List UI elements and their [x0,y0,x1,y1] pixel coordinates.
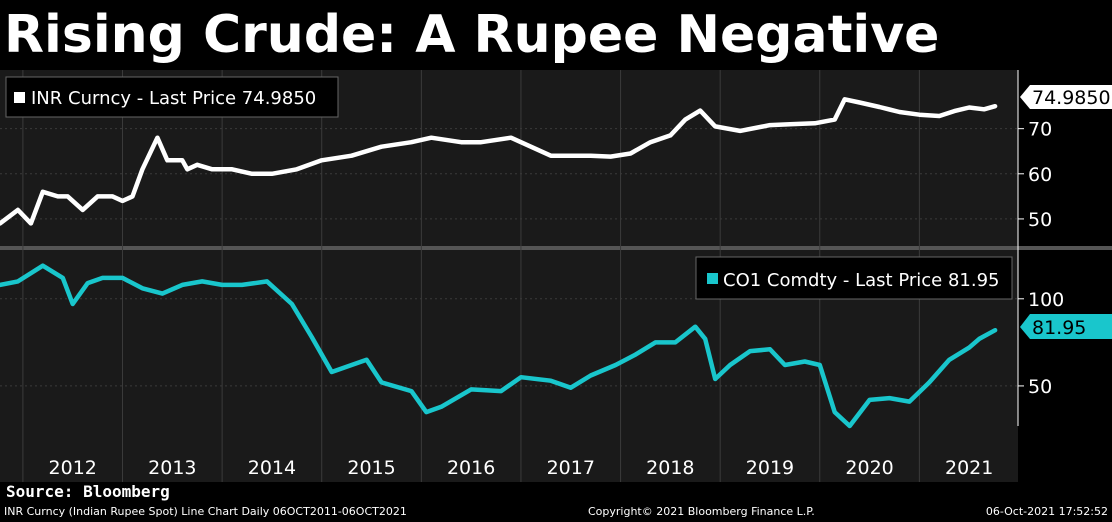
footer-timestamp: 06-Oct-2021 17:52:52 [985,505,1108,518]
legend-inr-text: INR Curncy - Last Price 74.9850 [31,88,316,109]
legend-inr: INR Curncy - Last Price 74.9850 [5,76,339,118]
y-tick-label-1-50: 50 [1028,209,1052,231]
y-tick-label-2-50: 50 [1028,376,1052,398]
brent-last-price-tag: 81.95 [1020,314,1112,339]
legend-inr-swatch [14,92,25,103]
x-axis-band [0,426,1018,482]
y-tick-label-2-100: 100 [1028,289,1064,311]
y-tick-label-1-60: 60 [1028,164,1052,186]
x-tick-label-2018: 2018 [646,457,694,479]
x-tick-label-2017: 2017 [547,457,595,479]
inr-last-price-tag: 74.9850 [1020,85,1112,109]
legend-brent: CO1 Comdty - Last Price 81.95 [695,256,1013,300]
x-tick-label-2020: 2020 [845,457,893,479]
x-tick-label-2013: 2013 [148,457,196,479]
x-tick-label-2021: 2021 [945,457,993,479]
inr-last-price-label: 74.9850 [1032,87,1111,109]
x-tick-label-2012: 2012 [49,457,97,479]
brent-last-price-label: 81.95 [1032,317,1086,339]
x-tick-label-2019: 2019 [746,457,794,479]
footer-copyright: Copyright© 2021 Bloomberg Finance L.P. [588,505,815,518]
y-tick-label-1-70: 70 [1028,119,1052,141]
series-lines [0,97,998,429]
series-line-brent [0,263,998,429]
series-line-inr [0,97,998,226]
legend-brent-text: CO1 Comdty - Last Price 81.95 [723,270,999,291]
source-note: Source: Bloomberg [6,482,170,501]
x-tick-label-2016: 2016 [447,457,495,479]
footer-left: INR Curncy (Indian Rupee Spot) Line Char… [4,505,407,518]
axes: 2012 2013 2014 2015 2016 2017 2018 2019 2020 2021… [49,70,1064,479]
panel-separator [0,246,1112,250]
chart-title: Rising Crude: A Rupee Negative [4,5,940,65]
x-tick-label-2015: 2015 [347,457,395,479]
legend-brent-swatch [707,273,718,284]
chart: 2012 2013 2014 2015 2016 2017 2018 2019 2020 2021… [0,70,1112,482]
x-tick-label-2014: 2014 [248,457,296,479]
